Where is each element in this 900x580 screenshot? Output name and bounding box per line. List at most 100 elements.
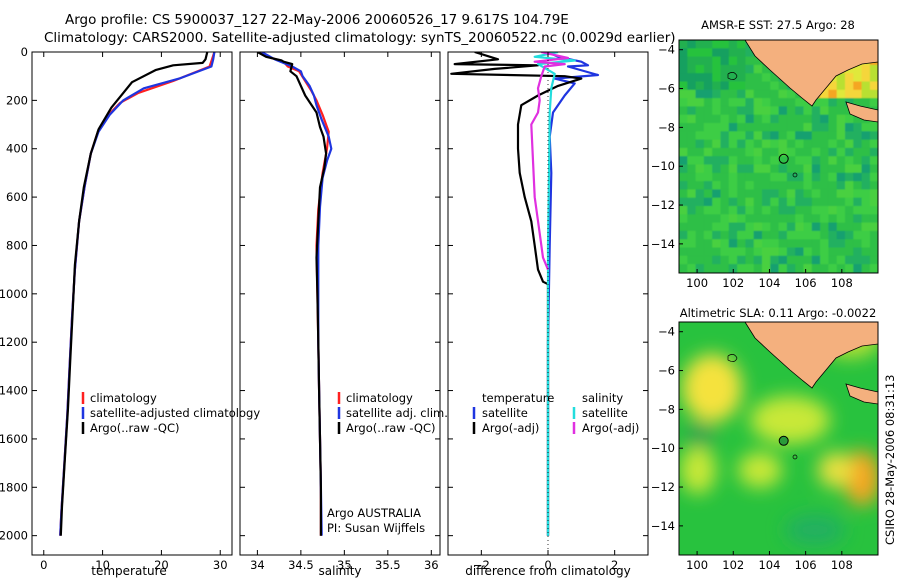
sst-cell: [869, 123, 878, 132]
sst-cell: [712, 230, 721, 240]
x-tick-label: 34.5: [288, 558, 314, 572]
sst-cell: [695, 214, 705, 224]
sst-cell: [803, 247, 813, 257]
sst-small-marker: [792, 172, 798, 178]
sst-cell: [869, 89, 878, 99]
sst-cell: [687, 230, 697, 240]
sst-cell: [712, 131, 721, 141]
sst-cell: [695, 255, 705, 265]
sst-cell: [795, 214, 804, 224]
sst-cell: [811, 156, 821, 165]
sst-cell: [853, 139, 863, 149]
x-tick-label: −2: [473, 558, 490, 572]
sst-cell: [836, 197, 846, 207]
sst-map-title: AMSR-E SST: 27.5 Argo: 28: [701, 18, 855, 32]
sst-cell: [695, 73, 705, 82]
legend-label-argo: Argo(..raw -QC): [90, 421, 180, 435]
sst-cell: [786, 172, 796, 182]
sst-cell: [828, 89, 838, 99]
sst-cell: [753, 172, 763, 182]
sst-cell: [820, 255, 829, 265]
sst-cell: [703, 64, 713, 74]
sst-cell: [828, 123, 838, 132]
sst-cell: [679, 114, 688, 124]
map-x-tick-label: 102: [722, 276, 744, 290]
sst-cell: [720, 64, 730, 74]
sst-cell: [737, 48, 746, 58]
sst-cell: [828, 214, 838, 224]
sst-cell: [770, 181, 780, 190]
sst-cell: [753, 197, 763, 207]
sst-cell: [728, 172, 738, 182]
sst-cell: [712, 247, 721, 257]
sst-cell: [745, 106, 755, 116]
series-line-argo: [59, 52, 209, 536]
sst-cell: [836, 131, 846, 141]
sst-cell: [679, 64, 688, 74]
legend-label-temp-satellite: satellite: [482, 406, 528, 420]
sst-cell: [853, 81, 863, 91]
sst-cell: [778, 172, 788, 182]
sst-cell: [795, 164, 804, 174]
sst-cell: [762, 164, 771, 174]
sst-cell: [820, 164, 829, 174]
sst-cell: [869, 230, 878, 240]
sst-cell: [712, 106, 721, 116]
y-tick-label: 1200: [0, 335, 28, 349]
sst-cell: [836, 214, 846, 224]
temperature-panel: 0 10 20 30 0 200 400 600 800 1000 1200 1400 1600 1800…: [0, 45, 260, 578]
sst-cell: [728, 264, 738, 273]
sst-cell: [679, 181, 688, 190]
sst-cell: [679, 156, 688, 165]
sst-cell: [820, 239, 829, 248]
map-y-tick-label: −8: [658, 402, 675, 416]
sst-cell: [811, 214, 821, 224]
sst-cell: [762, 214, 771, 224]
sst-cell: [703, 214, 713, 224]
sst-cell: [828, 131, 838, 141]
sst-cell: [712, 147, 721, 157]
sst-cell: [762, 230, 771, 240]
sst-cell: [795, 197, 804, 207]
sst-cell: [679, 89, 688, 99]
sst-cell: [778, 123, 788, 132]
sst-cell: [695, 197, 705, 207]
sst-cell: [679, 172, 688, 182]
sst-cell: [869, 156, 878, 165]
sst-cell: [762, 247, 771, 257]
sst-cell: [795, 156, 804, 165]
sst-cell: [745, 98, 755, 107]
sst-cell: [703, 81, 713, 91]
sst-cell: [845, 214, 854, 224]
sst-cell: [820, 172, 829, 182]
sst-cell: [811, 230, 821, 240]
sst-cell: [853, 114, 863, 124]
sst-cell: [737, 147, 746, 157]
sst-cell: [869, 98, 878, 107]
sst-cell: [853, 214, 863, 224]
sst-cell: [737, 247, 746, 257]
sst-cell: [828, 164, 838, 174]
sst-cell: [703, 197, 713, 207]
sst-cell: [712, 156, 721, 165]
difference-series: [450, 52, 600, 555]
sst-cell: [687, 164, 697, 174]
sst-cell: [728, 114, 738, 124]
map-x-tick-label: 104: [758, 276, 780, 290]
sst-cell: [820, 214, 829, 224]
sst-cell: [679, 230, 688, 240]
map-x-tick-label: 102: [722, 558, 744, 572]
sst-cell: [803, 156, 813, 165]
sst-cell: [687, 139, 697, 149]
sst-cell: [728, 89, 738, 99]
legend-label-sal-satellite: satellite: [582, 406, 628, 420]
sst-cell: [695, 222, 705, 232]
sst-cell: [811, 197, 821, 207]
sst-cell: [745, 206, 755, 215]
sst-cell: [720, 206, 730, 215]
sst-cell: [728, 239, 738, 248]
sst-cell: [861, 147, 871, 157]
sst-cell: [695, 56, 705, 66]
sst-cell: [820, 206, 829, 215]
sst-cell: [679, 189, 688, 199]
